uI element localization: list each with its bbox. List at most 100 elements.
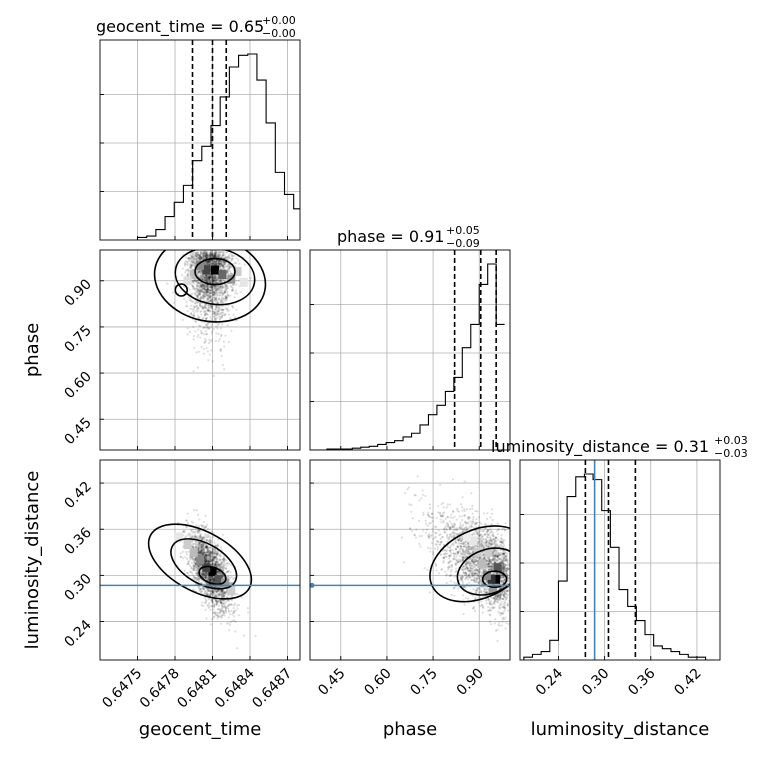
sample-point <box>500 528 504 531</box>
sample-point <box>218 306 221 309</box>
sample-point <box>200 309 203 313</box>
sample-point <box>223 595 226 598</box>
sample-point <box>435 535 438 538</box>
sample-point <box>205 276 208 279</box>
sample-point <box>205 523 209 527</box>
sample-point <box>199 288 202 291</box>
sample-point <box>222 564 225 567</box>
sample-point <box>222 594 226 597</box>
sample-point <box>203 279 207 282</box>
sample-point <box>221 533 224 536</box>
sample-point <box>223 559 226 562</box>
sample-point <box>196 288 200 291</box>
sample-point <box>205 551 208 554</box>
sample-point <box>228 265 231 268</box>
sample-point <box>208 263 211 266</box>
sample-point <box>212 291 216 294</box>
sample-point <box>211 279 214 282</box>
sample-point <box>187 256 190 259</box>
sample-point <box>493 559 496 562</box>
sample-point <box>189 570 192 574</box>
sample-point <box>199 283 203 287</box>
sample-point <box>202 254 205 257</box>
sample-point <box>208 578 212 581</box>
panel-frame <box>99 249 301 451</box>
sample-point <box>224 285 227 288</box>
sample-point <box>205 546 209 550</box>
sample-point <box>196 296 199 299</box>
sample-point <box>198 543 201 546</box>
sample-point <box>215 560 219 563</box>
sample-point <box>212 616 215 619</box>
sample-point <box>217 563 220 566</box>
sample-point <box>207 254 210 257</box>
sample-point <box>226 269 229 272</box>
sample-point <box>209 554 213 558</box>
sample-point <box>209 289 212 292</box>
sample-point <box>208 280 211 283</box>
scatter-phase-vs-luminosity-distance <box>309 459 511 661</box>
sample-point <box>224 295 227 298</box>
sample-point <box>193 561 196 565</box>
sample-point <box>222 253 226 256</box>
scatter-geocent-time-vs-phase <box>99 249 301 451</box>
sample-point <box>207 287 210 290</box>
sample-point <box>224 288 227 292</box>
sample-point <box>200 573 203 576</box>
sample-point <box>197 292 200 296</box>
sample-point <box>221 311 225 314</box>
sample-point <box>189 262 193 265</box>
sample-point <box>202 552 206 555</box>
sample-point <box>432 551 435 554</box>
sample-point <box>195 572 198 575</box>
sample-point <box>204 557 208 561</box>
sample-point <box>223 599 226 602</box>
sample-point <box>204 557 208 560</box>
sample-point <box>236 647 239 650</box>
sample-point <box>225 288 228 291</box>
sample-point <box>206 293 209 297</box>
sample-point <box>227 607 230 610</box>
sample-point <box>203 252 206 255</box>
sample-point <box>196 568 199 572</box>
sample-point <box>205 260 208 263</box>
sample-point <box>221 567 224 570</box>
sample-point <box>232 610 236 613</box>
sample-point <box>194 540 198 543</box>
sample-point <box>196 573 199 577</box>
sample-point <box>216 314 219 317</box>
sample-point <box>212 575 215 578</box>
sample-point <box>209 276 212 279</box>
sample-point <box>197 286 201 289</box>
sample-point <box>211 560 214 563</box>
sample-point <box>199 535 202 539</box>
sample-point <box>501 566 505 569</box>
sample-point <box>227 569 230 572</box>
sample-point <box>190 265 193 268</box>
sample-point <box>213 285 217 288</box>
sample-point <box>205 559 208 562</box>
sample-point <box>218 593 221 596</box>
sample-point <box>217 262 220 265</box>
sample-point <box>209 576 213 579</box>
sample-point <box>210 274 213 278</box>
sample-point <box>208 552 211 555</box>
sample-point <box>210 323 213 326</box>
panel-frame <box>99 459 301 661</box>
sample-point <box>214 318 217 322</box>
sample-point <box>204 292 207 295</box>
sample-point <box>211 278 214 281</box>
sample-point <box>190 571 194 574</box>
sample-point <box>211 256 214 259</box>
sample-point <box>213 255 216 258</box>
sample-point <box>208 263 211 266</box>
sample-point <box>206 550 209 553</box>
sample-point <box>197 548 200 551</box>
sample-point <box>198 255 201 258</box>
sample-point <box>208 288 211 292</box>
sample-point <box>211 285 214 288</box>
sample-point <box>234 292 237 295</box>
sample-point <box>198 530 202 533</box>
sample-point <box>191 521 194 524</box>
sample-point <box>197 281 200 285</box>
